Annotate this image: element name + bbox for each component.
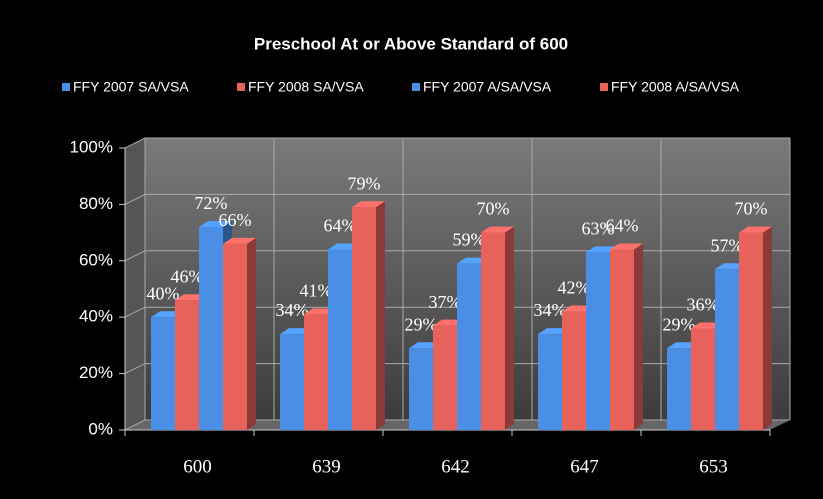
value-label: 70%	[477, 199, 510, 219]
value-label: 70%	[735, 199, 768, 219]
bar-front	[715, 269, 739, 430]
value-label: 59%	[453, 230, 486, 250]
bar-front	[433, 325, 457, 430]
value-label: 29%	[405, 314, 438, 334]
legend-swatch	[237, 83, 245, 91]
bar-side	[376, 201, 385, 430]
bar-front	[328, 249, 352, 430]
bar	[610, 243, 643, 430]
bar-top	[223, 237, 256, 244]
value-label: 66%	[219, 210, 252, 230]
bar-front	[610, 249, 634, 430]
bar-side	[505, 226, 514, 430]
bar-side	[247, 237, 256, 430]
x-tick-label: 653	[699, 456, 728, 477]
x-tick-label: 642	[441, 456, 470, 477]
bar-front	[409, 348, 433, 430]
bar-side	[634, 243, 643, 430]
bar	[352, 201, 385, 430]
bar-front	[691, 328, 715, 430]
x-tick-label: 647	[570, 456, 599, 477]
bar-top	[199, 220, 232, 227]
bar-top	[610, 243, 643, 250]
value-label: 41%	[300, 281, 333, 301]
value-label: 64%	[606, 216, 639, 236]
y-tick-label: 80%	[79, 194, 113, 213]
value-label: 63%	[582, 218, 615, 238]
bar-front	[562, 311, 586, 430]
y-tick-label: 0%	[88, 419, 113, 438]
legend-label: FFY 2008 SA/VSA	[248, 79, 364, 95]
value-label: 64%	[324, 216, 357, 236]
legend-swatch	[62, 83, 70, 91]
bar-front	[586, 252, 610, 430]
bar-front	[739, 232, 763, 430]
bar-front	[175, 300, 199, 430]
y-tick-label: 40%	[79, 307, 113, 326]
bar-front	[481, 232, 505, 430]
bar-front	[151, 317, 175, 430]
bar-top	[739, 226, 772, 233]
bar	[739, 226, 772, 430]
value-label: 46%	[171, 266, 204, 286]
side-wall	[125, 138, 145, 430]
y-tick-label: 60%	[79, 250, 113, 269]
value-label: 34%	[534, 300, 567, 320]
legend-swatch	[412, 83, 420, 91]
bar-front	[199, 226, 223, 430]
bar-front	[223, 243, 247, 430]
x-tick-label: 600	[183, 456, 212, 477]
bar-front	[304, 314, 328, 430]
x-tick-label: 639	[312, 456, 341, 477]
bar-front	[538, 334, 562, 430]
legend-label: FFY 2007 SA/VSA	[73, 79, 189, 95]
value-label: 37%	[429, 292, 462, 312]
y-tick-label: 100%	[70, 137, 113, 156]
value-label: 40%	[147, 283, 180, 303]
y-tick-label: 20%	[79, 363, 113, 382]
bar-front	[457, 263, 481, 430]
bar	[481, 226, 514, 430]
chart-title: Preschool At or Above Standard of 600	[254, 34, 568, 53]
value-label: 36%	[687, 295, 720, 315]
value-label: 42%	[558, 278, 591, 298]
bar-top	[352, 201, 385, 208]
value-label: 72%	[195, 193, 228, 213]
bar	[223, 237, 256, 430]
bar-front	[352, 207, 376, 430]
bar-side	[763, 226, 772, 430]
value-label: 29%	[663, 314, 696, 334]
value-label: 57%	[711, 235, 744, 255]
legend-label: FFY 2008 A/SA/VSA	[611, 79, 740, 95]
legend-label: FFY 2007 A/SA/VSA	[423, 79, 552, 95]
bar-front	[667, 348, 691, 430]
legend-swatch	[600, 83, 608, 91]
value-label: 34%	[276, 300, 309, 320]
value-label: 79%	[348, 173, 381, 193]
bar-front	[280, 334, 304, 430]
bar-top	[481, 226, 514, 233]
